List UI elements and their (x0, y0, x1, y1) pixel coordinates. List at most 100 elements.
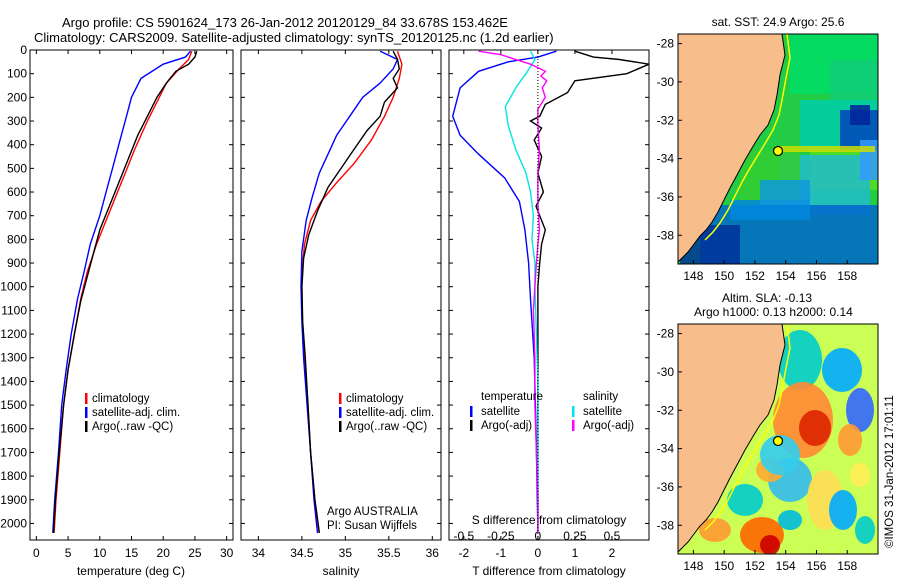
y-tick-label: 2000 (0, 516, 27, 530)
land-mass (678, 324, 786, 553)
sla-blob (799, 410, 831, 446)
x-tick-label: 1 (572, 546, 579, 560)
legend-label-t-satellite: satellite (481, 406, 520, 418)
x-tick-label: 15 (125, 546, 139, 560)
sla-blob (760, 435, 800, 475)
legend-label-climatology: climatology (92, 393, 150, 405)
legend-swatch-t-satellite (470, 406, 473, 417)
map-y-tick-label: -36 (657, 190, 675, 204)
series-line-s-satellite (504, 50, 539, 533)
sla-blob (822, 348, 862, 392)
x-tick-label: 35.5 (377, 546, 401, 560)
x-tick-label: 5 (65, 546, 72, 560)
sla-blob (838, 424, 862, 456)
profile-series (52, 50, 649, 533)
legend-swatch-argo (339, 421, 342, 432)
map-y-tick-label: -36 (657, 480, 675, 494)
legend-label-satellite: satellite-adj. clim. (92, 407, 180, 419)
sla-blob (699, 518, 731, 542)
sst-map-title: sat. SST: 24.9 Argo: 25.6 (712, 15, 845, 29)
series-line-t-argo-adj- (529, 50, 649, 533)
map-x-tick-label: 158 (837, 269, 857, 283)
sla-blob (778, 510, 802, 530)
map-x-tick-label: 150 (714, 269, 734, 283)
s-tick-label: -0.5 (453, 529, 474, 543)
series-line-s-argo-adj- (478, 50, 548, 533)
imos-credit: ©IMOS 31-Jan-2012 17:01:11 (884, 395, 896, 548)
y-tick-label: 0 (20, 43, 27, 57)
x-tick-label: 36 (426, 546, 440, 560)
y-tick-label: 800 (7, 232, 27, 246)
sst-heatmap-cells (680, 34, 878, 264)
argo-program-annotation: Argo AUSTRALIA (327, 506, 418, 518)
y-tick-label: 1500 (0, 398, 27, 412)
x-tick-label: 0 (535, 546, 542, 560)
series-line-satellite-adj-clim- (52, 50, 192, 533)
shelf-edge-contour (704, 34, 791, 241)
legend-label-argo: Argo(..raw -QC) (92, 421, 173, 433)
map-x-tick-label: 156 (806, 559, 826, 573)
difference-panel-frame (448, 49, 650, 541)
y-tick-label: 700 (7, 209, 27, 223)
y-tick-label: 1700 (0, 445, 27, 459)
y-tick-label: 1300 (0, 351, 27, 365)
sst-cell (830, 60, 878, 100)
map-x-tick-label: 148 (683, 269, 703, 283)
sla-map (678, 324, 878, 554)
legend-swatch-climatology (339, 393, 342, 404)
salinity-legend: climatology satellite-adj. clim. Argo(..… (339, 393, 434, 433)
y-tick-label: 400 (7, 138, 27, 152)
map-axis-ticks: 148 150 152 154 156 158 -28 -30 -32 -34 -36 -38 148 1… (657, 37, 858, 573)
temperature-legend: climatology satellite-adj. clim. Argo(..… (85, 393, 180, 433)
y-tick-label: 600 (7, 185, 27, 199)
temperature-xlabel: temperature (deg C) (77, 564, 185, 578)
salinity-panel-frame (240, 49, 442, 541)
x-tick-label: 0 (33, 546, 40, 560)
x-tick-label: 34.5 (290, 546, 314, 560)
series-line-argo-raw-qc- (52, 50, 198, 533)
legend-label-argo: Argo(..raw -QC) (346, 421, 427, 433)
legend-label-t-argo: Argo(-adj) (481, 420, 532, 432)
x-tick-label: 25 (188, 546, 202, 560)
x-tick-label: 35 (339, 546, 353, 560)
legend-label-s-satellite: satellite (583, 406, 622, 418)
y-tick-label: 1200 (0, 327, 27, 341)
x-tick-label: -2 (458, 546, 469, 560)
series-line-satellite-adj-clim- (300, 50, 399, 533)
sla-blob (846, 388, 874, 432)
legend-swatch-s-argo (572, 420, 575, 431)
x-tick-label: 34 (252, 546, 266, 560)
map-y-tick-label: -32 (657, 403, 675, 417)
map-x-tick-label: 148 (683, 559, 703, 573)
map-y-tick-label: -30 (657, 75, 675, 89)
legend-swatch-argo (85, 421, 88, 432)
map-y-tick-label: -28 (657, 327, 675, 341)
land-mass (678, 34, 786, 263)
sla-blob (850, 463, 870, 487)
shelf-edge-contour (704, 324, 791, 531)
map-x-tick-label: 150 (714, 559, 734, 573)
sla-blob (855, 516, 875, 544)
legend-swatch-t-argo (470, 420, 473, 431)
map-x-tick-label: 156 (806, 269, 826, 283)
x-tick-label: 20 (157, 546, 171, 560)
temperature-panel-frame (29, 49, 234, 541)
sla-argo-float-marker (772, 435, 784, 447)
salinity-xlabel: salinity (323, 564, 360, 578)
difference-xlabel-bottom: T difference from climatology (472, 564, 626, 578)
legend-label-satellite: satellite-adj. clim. (346, 407, 434, 419)
legend-label-s-argo: Argo(-adj) (583, 420, 634, 432)
map-x-tick-label: 152 (745, 269, 765, 283)
sst-cell (760, 180, 810, 205)
x-tick-label: 2 (609, 546, 616, 560)
title-line-1: Argo profile: CS 5901624_173 26-Jan-2012… (62, 15, 508, 30)
map-x-tick-label: 154 (776, 559, 796, 573)
s-tick-label: -0.25 (487, 529, 515, 543)
y-tick-label: 200 (7, 90, 27, 104)
map-y-tick-label: -30 (657, 365, 675, 379)
map-y-tick-label: -32 (657, 113, 675, 127)
title-line-2: Climatology: CARS2009. Satellite-adjuste… (34, 30, 554, 45)
y-tick-label: 1900 (0, 493, 27, 507)
map-x-tick-label: 158 (837, 559, 857, 573)
